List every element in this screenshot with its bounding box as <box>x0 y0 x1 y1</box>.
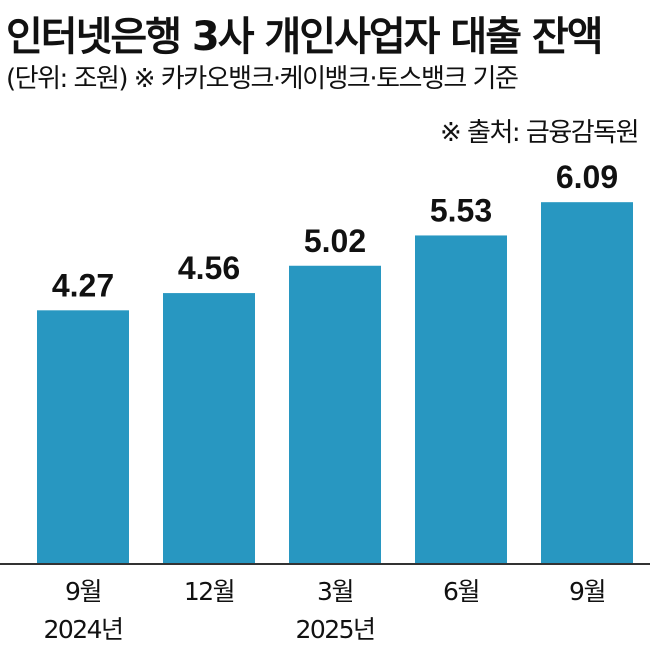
x-tick-label-1-line-2: 2024년 <box>43 615 122 644</box>
value-label-5: 6.09 <box>556 159 618 195</box>
chart-subtitle: (단위: 조원) ※ 카카오뱅크·케이뱅크·토스뱅크 기준 <box>6 64 519 94</box>
value-label-1: 4.27 <box>52 267 114 303</box>
x-tick-label-1-line-1: 9월 <box>65 577 101 606</box>
value-label-2: 4.56 <box>178 250 240 286</box>
value-label-3: 5.02 <box>304 223 366 259</box>
bar-3 <box>289 265 381 564</box>
x-tick-label-4: 6월 <box>443 577 479 606</box>
x-tick-label-5: 9월 <box>569 577 605 606</box>
chart-title: 인터넷은행 3사 개인사업자 대출 잔액 <box>6 14 604 60</box>
chart-source: ※ 출처: 금융감독원 <box>439 118 640 148</box>
x-tick-label-3-line-2: 2025년 <box>295 615 374 644</box>
bar-1 <box>37 310 129 564</box>
x-tick-label-2: 12월 <box>184 577 234 606</box>
x-tick-label-3-line-1: 3월 <box>317 577 353 606</box>
value-label-4: 5.53 <box>430 192 492 228</box>
bar-5 <box>541 202 633 564</box>
bar-2 <box>163 293 255 564</box>
bar-4 <box>415 235 507 564</box>
